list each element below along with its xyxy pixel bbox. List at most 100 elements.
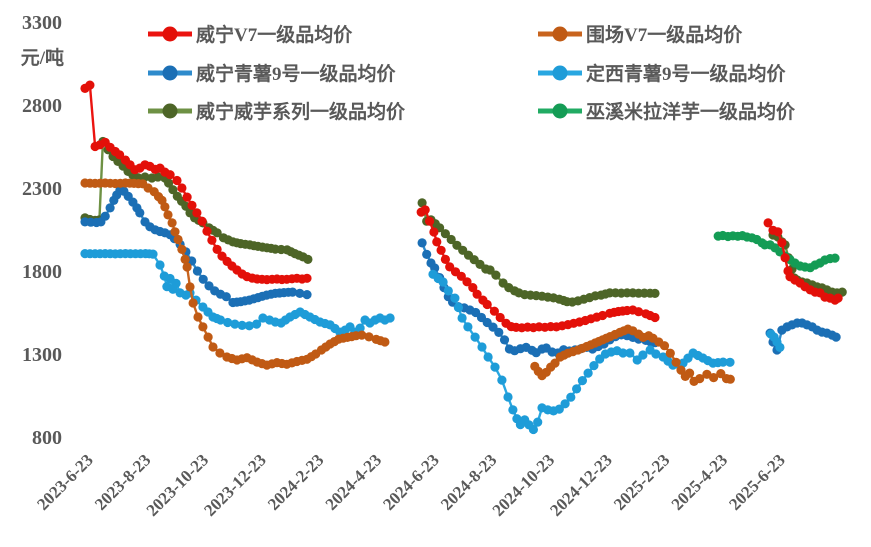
data-point [215, 315, 226, 325]
data-point [167, 218, 177, 228]
data-point [470, 332, 480, 342]
y-axis: 3300 2800 2300 1800 1300 800 元/吨 [21, 12, 64, 449]
x-axis: 2023-6-232023-8-232023-10-232023-12-2320… [33, 450, 789, 520]
data-point [417, 198, 427, 208]
data-point [830, 253, 840, 263]
data-point [115, 150, 125, 160]
data-point [177, 183, 187, 193]
data-point [420, 205, 430, 215]
legend-marker-icon [162, 26, 178, 42]
data-point [153, 172, 163, 182]
data-point [725, 374, 735, 384]
data-point [355, 323, 365, 333]
x-tick-label: 2023-12-23 [200, 450, 270, 520]
series-line-dingxi_qingshu9 [84, 252, 391, 334]
x-tick-label: 2024-2-23 [264, 450, 328, 514]
data-point [180, 254, 190, 264]
y-tick-label: 3300 [22, 12, 62, 34]
data-point [429, 227, 439, 237]
data-point [440, 229, 450, 239]
data-point [221, 292, 231, 302]
data-point [709, 373, 719, 383]
data-point [168, 185, 178, 195]
data-point [483, 352, 493, 362]
data-point [244, 321, 254, 331]
data-point [462, 277, 472, 287]
data-point [173, 234, 183, 245]
data-point [163, 210, 173, 220]
data-point [491, 270, 501, 280]
x-tick-label: 2023-6-23 [33, 450, 97, 514]
data-point [494, 327, 504, 337]
data-point [685, 368, 695, 378]
legend-marker-icon [162, 65, 178, 81]
legend-item-label: 定西青薯9号一级品均价 [586, 62, 787, 85]
data-point [212, 228, 222, 238]
data-point [831, 332, 841, 342]
data-point [171, 278, 181, 288]
data-point [177, 244, 187, 254]
x-tick-label: 2023-10-23 [143, 450, 213, 520]
series-weichang_v7 [80, 178, 735, 386]
data-point [718, 357, 728, 367]
data-point [302, 273, 312, 283]
data-point [198, 274, 208, 284]
data-point [417, 238, 427, 248]
data-point [598, 310, 608, 321]
data-point [188, 298, 198, 308]
x-tick-label: 2025-2-23 [610, 450, 674, 514]
data-point [170, 227, 180, 237]
data-point [436, 245, 446, 255]
data-point [468, 283, 478, 293]
data-point [634, 307, 644, 317]
data-point [172, 175, 182, 186]
data-point [192, 208, 202, 218]
data-point [583, 368, 593, 378]
data-point [495, 312, 505, 323]
x-tick-label: 2024-10-23 [489, 450, 559, 520]
data-point [202, 226, 212, 236]
data-point [490, 362, 500, 372]
data-point [422, 249, 432, 259]
legend-item-label: 围场V7一级品均价 [586, 23, 743, 46]
data-point [193, 312, 203, 322]
data-point [457, 313, 467, 323]
data-point [182, 192, 192, 202]
data-point [618, 348, 628, 358]
data-point [503, 392, 513, 402]
y-tick-label: 800 [32, 427, 62, 449]
legend-item-wuxi_mila: 巫溪米拉洋芋一级品均价 [538, 100, 796, 123]
data-point [456, 271, 466, 281]
y-tick-label: 1300 [22, 344, 62, 366]
y-tick-label: 2800 [22, 95, 62, 117]
legend-marker-icon [552, 103, 568, 119]
data-point [148, 249, 158, 259]
data-point [357, 330, 367, 340]
data-point [212, 244, 222, 254]
data-point [453, 302, 463, 313]
y-tick-label: 2300 [22, 178, 62, 200]
data-point [777, 238, 787, 248]
data-point [725, 357, 735, 367]
data-point [572, 384, 582, 394]
legend-item-weining_qingshu9: 威宁青薯9号一级品均价 [148, 62, 397, 85]
data-point [182, 262, 192, 272]
data-point [197, 216, 207, 226]
data-point [203, 332, 213, 342]
legend-marker-icon [552, 65, 568, 81]
data-point [651, 349, 661, 359]
data-point [364, 332, 374, 342]
legend-item-weining_v7: 威宁V7一级品均价 [148, 23, 353, 46]
data-point [230, 319, 240, 329]
data-point [497, 375, 507, 385]
data-point [528, 424, 539, 435]
series-weining_v7 [80, 80, 843, 333]
data-point [499, 335, 510, 345]
data-point [763, 218, 773, 228]
legend-item-weining_weiyu: 威宁威芋系列一级品均价 [148, 100, 406, 123]
data-point [477, 342, 487, 352]
data-point [187, 200, 197, 210]
